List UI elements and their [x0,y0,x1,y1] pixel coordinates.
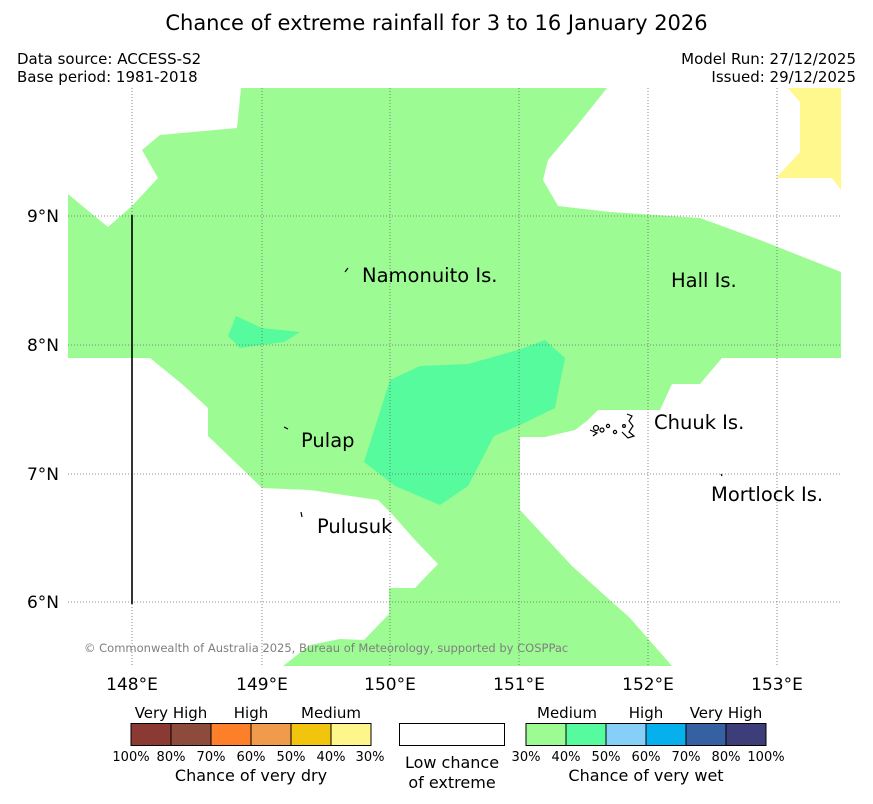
dry-swatch [210,723,252,746]
wet-tick: 40% [552,750,581,765]
lon-tick: 149°E [236,675,288,695]
longitude-ticks: 148°E 149°E 150°E 151°E 152°E 153°E [106,675,803,695]
neutral-caption-line1: Low chance [405,753,499,772]
dry-header-medium: Medium [301,704,361,722]
wet-swatches [525,723,767,746]
dry-tick: 30% [356,750,385,765]
island-shapes [283,267,723,518]
label-hall: Hall Is. [671,269,737,292]
wet-tick: 80% [712,750,741,765]
lat-tick: 9°N [27,207,59,227]
lat-tick: 6°N [27,593,59,613]
wet-ticks: 30% 40% 50% 60% 70% 80% 100% [512,750,785,765]
wet-tick: 60% [632,750,661,765]
lat-tick: 7°N [27,465,59,485]
lon-tick: 150°E [364,675,416,695]
data-info: Data source: ACCESS-S2 Base period: 1981… [17,50,201,86]
wet-tick: 70% [672,750,701,765]
rainfall-map [68,88,841,666]
dry-tick: 70% [197,750,226,765]
dry-swatches [130,723,372,746]
wet-caption: Chance of very wet [568,766,723,785]
label-namonuito: Namonuito Is. [362,264,497,287]
base-period: Base period: 1981-2018 [17,68,198,86]
lon-tick: 153°E [751,675,803,695]
wet-high-patch [228,316,300,348]
lon-tick: 152°E [622,675,674,695]
wet-header-medium: Medium [537,704,597,722]
lat-tick: 8°N [27,336,59,356]
label-pulap: Pulap [301,429,355,452]
dry-header-high: High [234,704,268,722]
dry-tick: 60% [237,750,266,765]
neutral-swatch [399,723,505,746]
wet-header-very-high: Very High [690,704,763,722]
label-chuuk: Chuuk Is. [654,411,744,434]
wet-swatch [565,723,607,746]
label-pulusuk: Pulusuk [317,515,393,538]
wet-swatch [645,723,687,746]
latitude-ticks: 9°N 8°N 7°N 6°N [27,207,59,613]
legend-neutral: Low chance of extreme [399,723,505,792]
model-run: Model Run: 27/12/2025 [681,50,856,68]
lon-tick: 148°E [106,675,158,695]
dry-tick: 80% [157,750,186,765]
dry-ticks: 100% 80% 70% 60% 50% 40% 30% [112,750,384,765]
dry-swatch [330,723,372,746]
wet-swatch [685,723,727,746]
dry-tick: 50% [277,750,306,765]
wet-header-high: High [629,704,663,722]
legend-wet: Medium High Very High 30% 40% 50% 60% 70… [512,704,785,785]
run-info: Model Run: 27/12/2025 Issued: 29/12/2025 [681,50,856,86]
dry-caption: Chance of very dry [175,766,327,785]
label-mortlock: Mortlock Is. [711,483,823,506]
data-source: Data source: ACCESS-S2 [17,50,202,68]
dry-medium-region [776,88,841,190]
wet-tick: 100% [747,750,784,765]
legend-dry: Very High High Medium 100% 80% 70% 60% 5… [112,704,384,785]
map-title: Chance of extreme rainfall for 3 to 16 J… [165,11,708,35]
dry-tick: 100% [112,750,149,765]
dry-swatch [170,723,212,746]
issued-date: Issued: 29/12/2025 [711,68,856,86]
wet-tick: 30% [512,750,541,765]
dry-tick: 40% [317,750,346,765]
dry-header-very-high: Very High [135,704,208,722]
dry-swatch [250,723,292,746]
lon-tick: 151°E [493,675,545,695]
wet-tick: 50% [592,750,621,765]
wet-swatch [725,723,767,746]
wet-swatch [525,723,567,746]
dry-swatch [130,723,172,746]
chuuk-atoll-shape [589,413,636,439]
dry-swatch [290,723,332,746]
neutral-caption-line2: of extreme [408,773,495,792]
wet-swatch [605,723,647,746]
copyright-notice: © Commonwealth of Australia 2025, Bureau… [84,641,568,655]
wet-high-region [364,340,565,505]
